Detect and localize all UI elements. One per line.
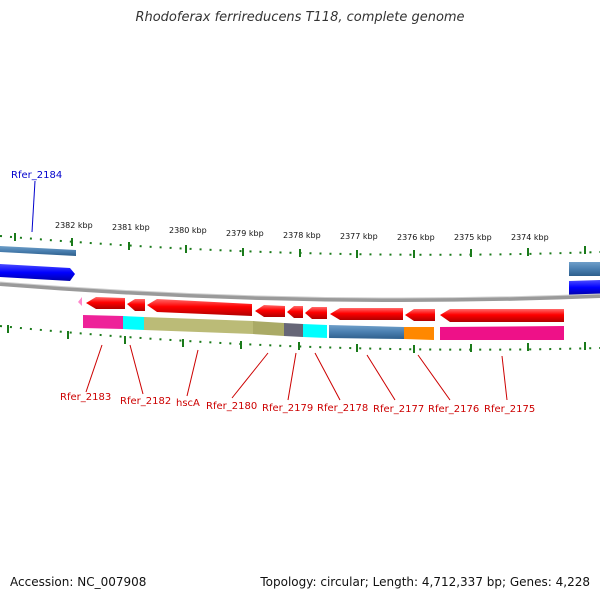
gene-label-rfer-2180[interactable]: Rfer_2180 xyxy=(206,401,257,412)
gene-label-rfer-2183[interactable]: Rfer_2183 xyxy=(60,392,111,403)
gene-label-rfer-2184[interactable]: Rfer_2184 xyxy=(11,170,62,181)
gene-label-rfer-2179[interactable]: Rfer_2179 xyxy=(262,403,313,414)
kbp-tick-label: 2379 kbp xyxy=(226,229,264,238)
genome-backbone xyxy=(0,281,600,302)
kbp-scale: 2382 kbp 2381 kbp 2380 kbp 2379 kbp 2378… xyxy=(55,221,549,242)
kbp-tick-label: 2380 kbp xyxy=(169,226,207,235)
label-leaders xyxy=(31,180,508,401)
rfer-2177-arrow[interactable] xyxy=(330,308,403,320)
rfer-2180-arrow[interactable] xyxy=(255,305,285,317)
rfer-2175-arrow[interactable] xyxy=(440,309,564,322)
gene-labels: Rfer_2184 Rfer_2183 Rfer_2182 hscA Rfer_… xyxy=(11,170,535,415)
kbp-tick-label: 2382 kbp xyxy=(55,221,93,230)
rfer-2182-arrow[interactable] xyxy=(127,299,145,311)
rfer-2184-gene[interactable] xyxy=(0,264,75,281)
gene-label-rfer-2177[interactable]: Rfer_2177 xyxy=(373,404,424,415)
cog-bars xyxy=(83,315,564,340)
gene-label-rfer-2182[interactable]: Rfer_2182 xyxy=(120,396,171,407)
upper-major-ticks xyxy=(14,233,586,258)
kbp-tick-label: 2378 kbp xyxy=(283,231,321,240)
forward-gene-segment-left xyxy=(0,246,76,256)
map-title: Rhodoferax ferrireducens T118, complete … xyxy=(135,10,465,25)
forward-gene-right xyxy=(569,280,600,295)
kbp-tick-label: 2376 kbp xyxy=(397,233,435,242)
gene-label-rfer-2175[interactable]: Rfer_2175 xyxy=(484,404,535,415)
gene-label-rfer-2176[interactable]: Rfer_2176 xyxy=(428,404,479,415)
lower-major-ticks xyxy=(7,325,586,353)
kbp-tick-label: 2374 kbp xyxy=(511,233,549,242)
kbp-tick-label: 2375 kbp xyxy=(454,233,492,242)
kbp-tick-label: 2377 kbp xyxy=(340,232,378,241)
rfer-2178-arrow[interactable] xyxy=(305,307,327,319)
gene-label-hsca[interactable]: hscA xyxy=(176,398,200,409)
rfer-2179-arrow[interactable] xyxy=(287,306,303,318)
topology-text: Topology: circular; Length: 4,712,337 bp… xyxy=(260,575,590,589)
kbp-tick-label: 2381 kbp xyxy=(112,223,150,232)
rfer-2183-arrow[interactable] xyxy=(86,297,125,309)
rfer-2176-arrow[interactable] xyxy=(405,309,435,321)
forward-gene-segment-right xyxy=(569,262,600,276)
accession-text: Accession: NC_007908 xyxy=(10,575,147,589)
reverse-strand xyxy=(78,297,564,322)
gene-label-rfer-2178[interactable]: Rfer_2178 xyxy=(317,403,368,414)
hsca-arrow[interactable] xyxy=(147,299,252,316)
forward-strand xyxy=(0,246,600,295)
